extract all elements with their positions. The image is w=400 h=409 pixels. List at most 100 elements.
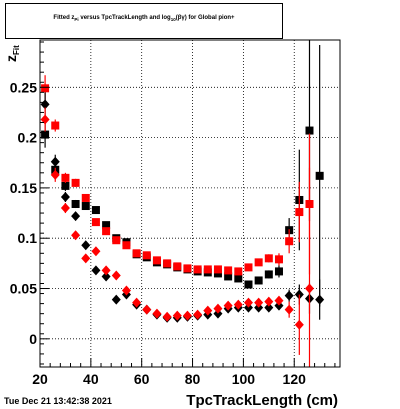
y-tick-label: 0.15 bbox=[10, 180, 37, 196]
square-marker bbox=[102, 227, 111, 236]
plot-frame bbox=[39, 39, 341, 368]
square-marker bbox=[193, 265, 202, 274]
diamond-marker bbox=[233, 299, 243, 310]
y-tick-label: 0.1 bbox=[18, 230, 38, 246]
diamond-marker bbox=[142, 304, 152, 315]
square-marker bbox=[203, 265, 212, 274]
square-marker bbox=[234, 267, 243, 276]
square-marker bbox=[264, 270, 273, 279]
data-points bbox=[40, 40, 325, 367]
diamond-marker bbox=[162, 311, 172, 322]
square-marker bbox=[224, 266, 233, 275]
x-tick-label: 60 bbox=[134, 371, 150, 387]
square-marker bbox=[274, 267, 283, 276]
diamond-marker bbox=[132, 297, 142, 308]
diamond-marker bbox=[91, 246, 101, 257]
y-tick-label: 0.25 bbox=[10, 79, 37, 95]
square-marker bbox=[112, 236, 121, 245]
y-axis-label-sub: Fit bbox=[12, 45, 21, 55]
diamond-marker bbox=[101, 265, 111, 276]
diamond-marker bbox=[193, 309, 203, 320]
square-marker bbox=[71, 200, 80, 209]
diamond-marker bbox=[284, 304, 294, 315]
diamond-marker bbox=[254, 302, 264, 313]
diamond-marker bbox=[203, 305, 213, 316]
diamond-marker bbox=[223, 300, 233, 311]
diamond-marker bbox=[50, 156, 60, 167]
diamond-marker bbox=[50, 169, 60, 180]
square-marker bbox=[152, 256, 161, 265]
diamond-marker bbox=[172, 310, 182, 321]
diamond-marker bbox=[243, 302, 253, 313]
diamond-marker bbox=[254, 297, 264, 308]
diamond-marker bbox=[71, 230, 81, 241]
square-marker bbox=[274, 255, 283, 264]
square-marker bbox=[102, 221, 111, 230]
square-marker bbox=[264, 254, 273, 263]
square-marker bbox=[81, 202, 90, 211]
diamond-marker bbox=[40, 114, 50, 125]
square-marker bbox=[295, 208, 304, 217]
diamond-marker bbox=[111, 294, 121, 305]
y-tick-label: 0.05 bbox=[10, 281, 37, 297]
title-subscript: 10 bbox=[170, 17, 176, 23]
square-marker bbox=[41, 130, 50, 139]
timestamp: Tue Dec 21 13:42:38 2021 bbox=[4, 396, 112, 406]
x-tick-label: 120 bbox=[283, 371, 307, 387]
title-part: Fitted z bbox=[53, 15, 75, 21]
square-marker bbox=[71, 178, 80, 187]
x-axis-label: TpcTrackLength (cm) bbox=[186, 392, 338, 409]
diamond-marker bbox=[315, 294, 325, 305]
diamond-marker bbox=[304, 283, 314, 294]
square-marker bbox=[234, 274, 243, 283]
diamond-marker bbox=[213, 303, 223, 314]
square-marker bbox=[163, 259, 172, 268]
square-marker bbox=[61, 173, 70, 182]
y-axis-label-main: z bbox=[3, 55, 19, 62]
diamond-marker bbox=[81, 253, 91, 264]
diamond-marker bbox=[294, 319, 304, 330]
title-part: versus TpcTrackLength and log bbox=[78, 15, 171, 21]
diamond-marker bbox=[71, 211, 81, 222]
title-subscript: Pi bbox=[74, 17, 79, 23]
diamond-marker bbox=[274, 300, 284, 311]
svg-text:zFit: zFit bbox=[3, 45, 21, 62]
square-marker bbox=[173, 262, 182, 271]
square-marker bbox=[132, 249, 141, 258]
x-tick-label: 40 bbox=[83, 371, 99, 387]
tick-labels: 20 40 60 80 100 120 0 0.05 0.1 0.15 0.2 0.25 bbox=[10, 79, 306, 387]
y-axis-label: zFit bbox=[3, 45, 21, 62]
diamond-marker bbox=[60, 203, 70, 214]
square-marker bbox=[142, 251, 151, 260]
square-marker bbox=[213, 265, 222, 274]
diamond-marker bbox=[274, 295, 284, 306]
title-box: Fitted zPi versus TpcTrackLength and log… bbox=[5, 3, 283, 39]
x-tick-label: 80 bbox=[185, 371, 201, 387]
axis-ticks bbox=[39, 41, 336, 367]
y-tick-label: 0 bbox=[29, 331, 37, 347]
square-marker bbox=[81, 193, 90, 202]
y-tick-label: 0.2 bbox=[18, 130, 38, 146]
diamond-marker bbox=[243, 297, 253, 308]
square-marker bbox=[41, 84, 50, 93]
diamond-marker bbox=[284, 290, 294, 301]
diamond-marker bbox=[182, 310, 192, 321]
square-marker bbox=[91, 206, 100, 215]
diamond-marker bbox=[152, 308, 162, 319]
square-marker bbox=[254, 276, 263, 285]
square-marker bbox=[224, 272, 233, 281]
square-marker bbox=[305, 126, 314, 135]
x-tick-label: 20 bbox=[32, 371, 48, 387]
square-marker bbox=[61, 181, 70, 190]
diamond-marker bbox=[264, 296, 274, 307]
diamond-marker bbox=[81, 240, 91, 251]
square-marker bbox=[183, 264, 192, 273]
diamond-marker bbox=[101, 271, 111, 282]
diamond-marker bbox=[111, 270, 121, 281]
square-marker bbox=[91, 218, 100, 227]
square-marker bbox=[244, 263, 253, 272]
square-marker bbox=[213, 269, 222, 278]
square-marker bbox=[254, 258, 263, 267]
square-marker bbox=[285, 237, 294, 246]
